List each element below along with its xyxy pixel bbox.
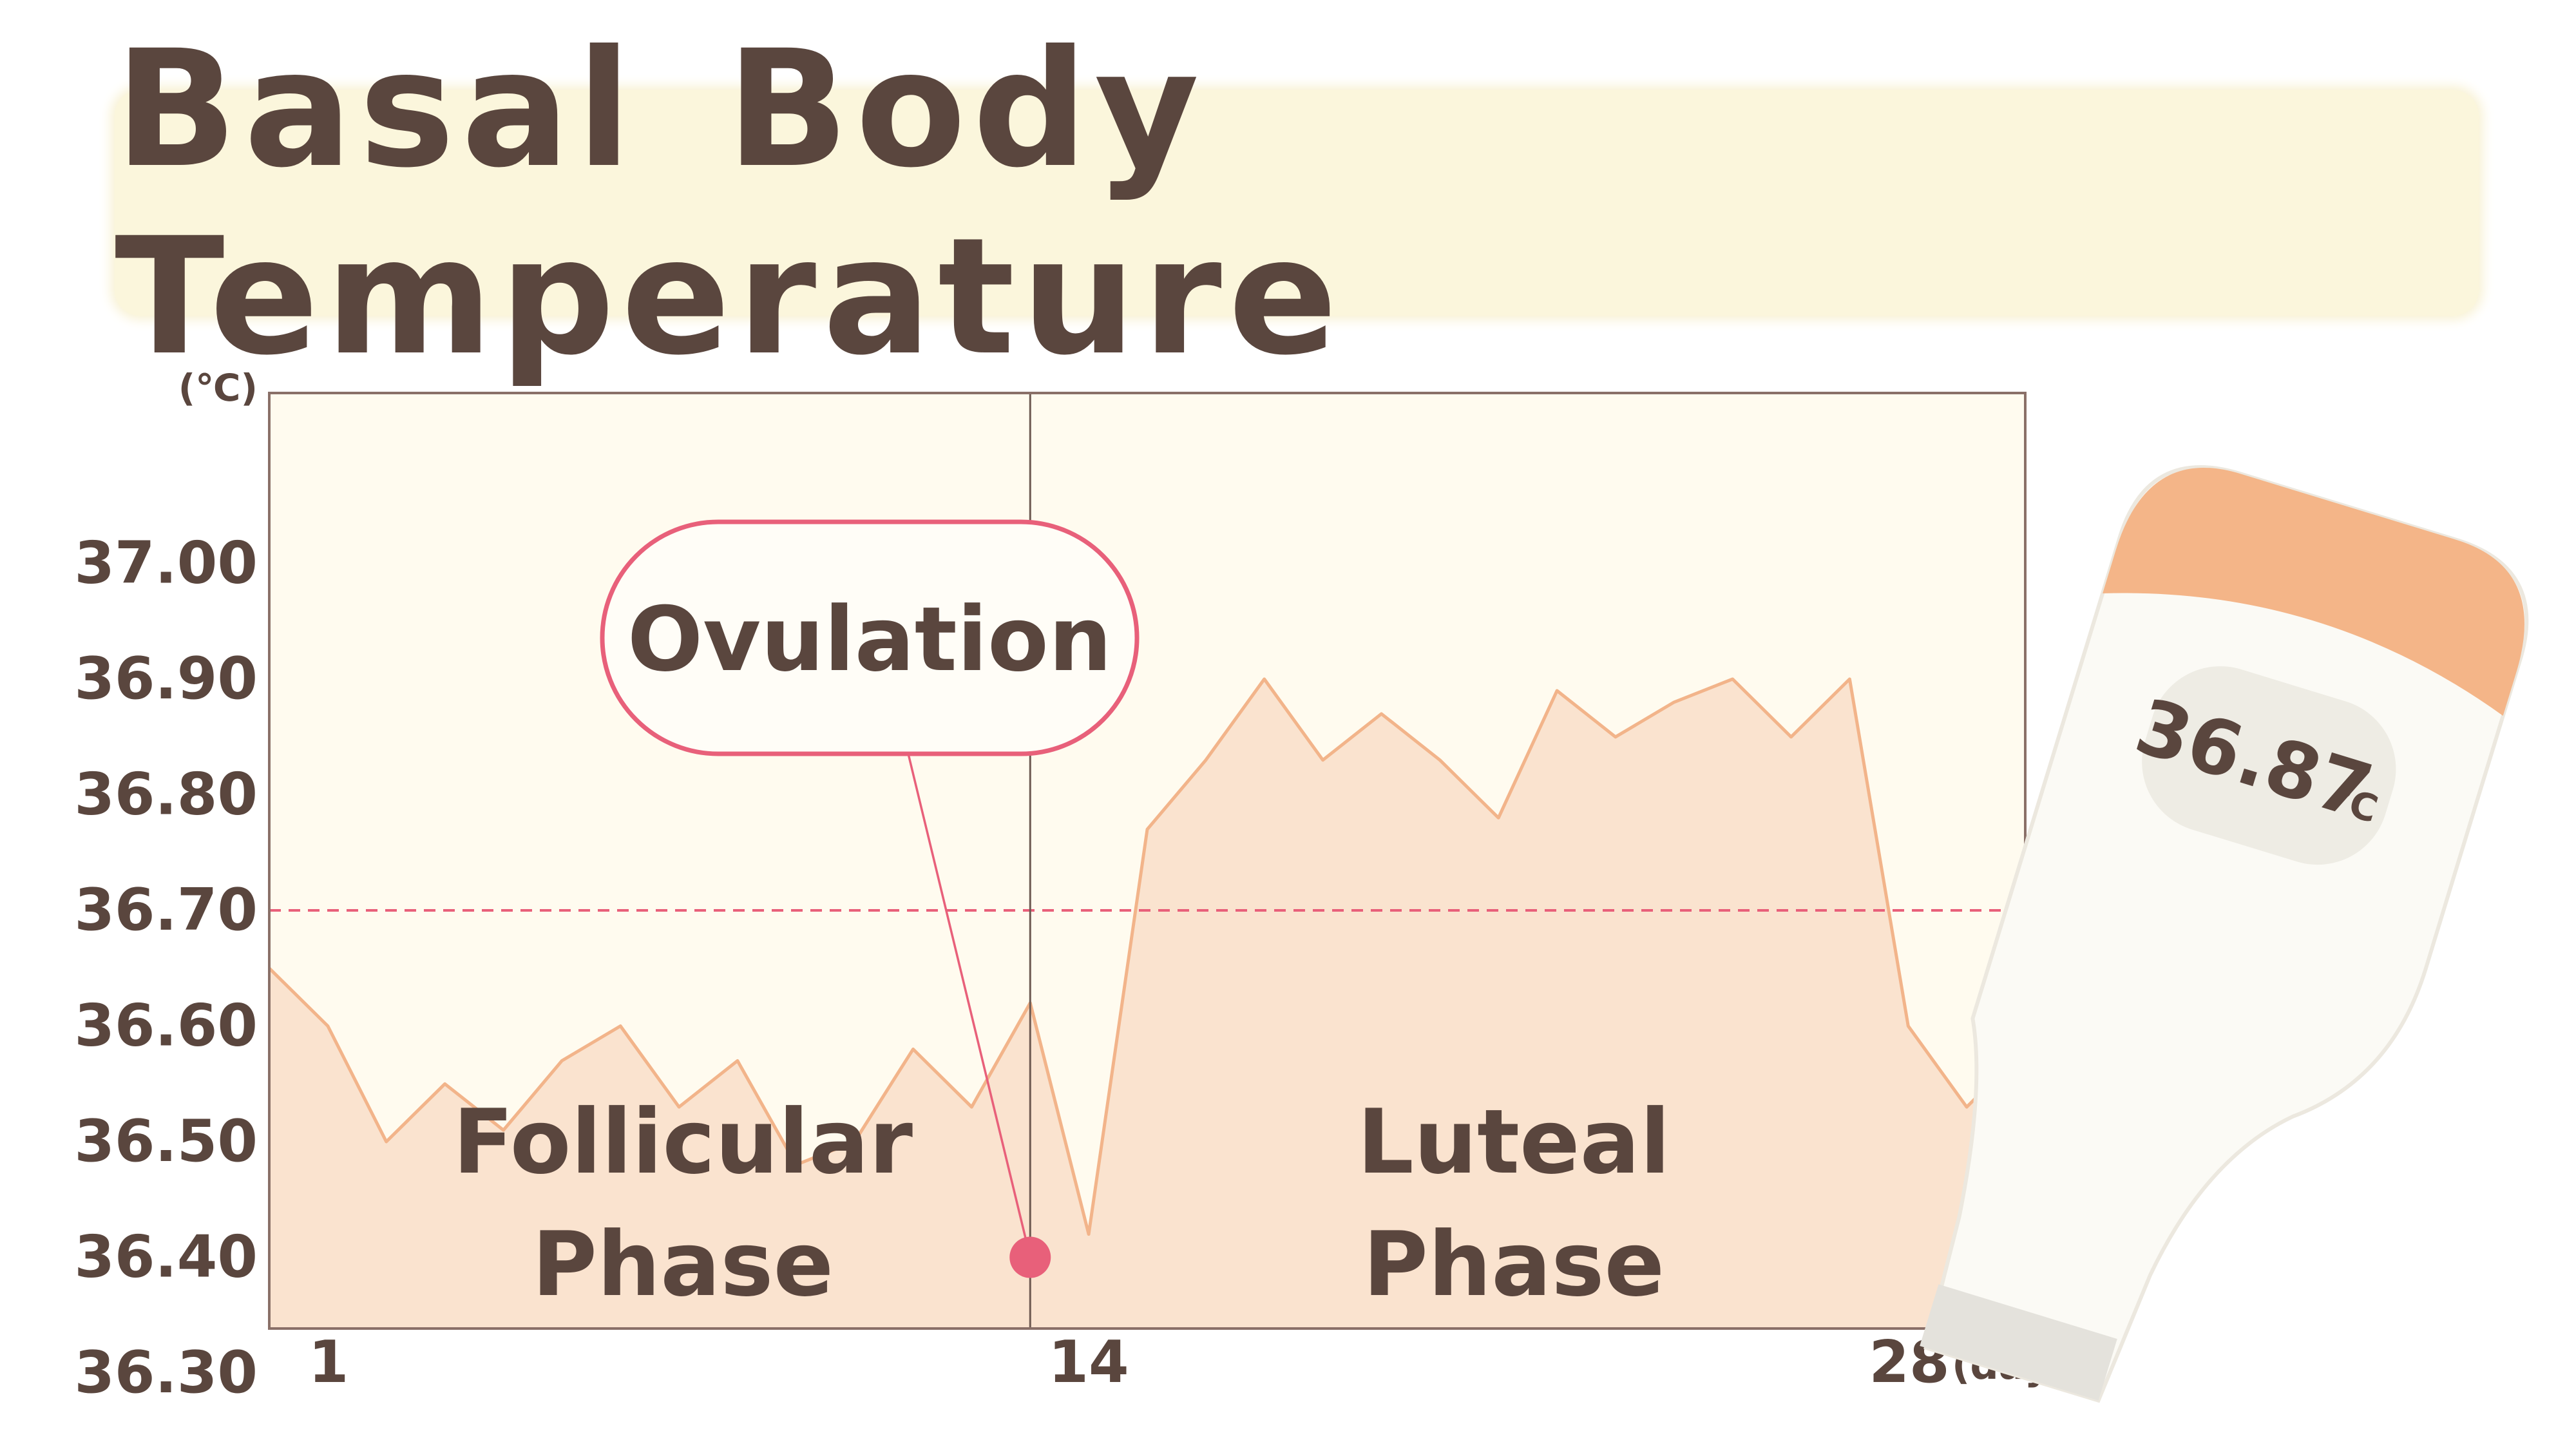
y-tick-label: 36.70 <box>74 876 258 944</box>
y-tick-label: 36.30 <box>74 1339 258 1406</box>
thermometer-display <box>2142 666 2396 865</box>
y-tick-label: 36.60 <box>74 992 258 1060</box>
x-tick-label: 1 <box>309 1329 349 1396</box>
ovulation-callout-bubble <box>600 519 1140 756</box>
luteal-phase-label-line2: Phase <box>1363 1213 1665 1316</box>
series-area <box>269 679 2025 1329</box>
luteal-phase-label: Luteal <box>1357 1090 1670 1194</box>
ovulation-pointer <box>907 753 1031 1258</box>
thermometer-body-group: 36.87℃ <box>1920 465 2529 1403</box>
thermometer-illustration: 36.87℃ <box>1920 465 2529 1403</box>
ovulation-point-marker <box>1009 1236 1051 1278</box>
y-axis-unit: (℃) <box>178 366 258 410</box>
plot-area: 37.00 36.90 36.80 36.70 36.60 36.50 36.40 36.30… <box>74 366 2068 1406</box>
y-tick-label: 36.80 <box>74 761 258 829</box>
thermometer-tip <box>1920 1284 2117 1401</box>
y-tick-label: 36.50 <box>74 1108 258 1175</box>
y-tick-label: 36.40 <box>74 1223 258 1291</box>
series-line <box>268 677 2027 1236</box>
follicular-phase-label: Follicular <box>453 1090 913 1194</box>
y-tick-label: 37.00 <box>74 530 258 597</box>
y-tick-label: 36.90 <box>74 645 258 713</box>
ovulation-label: Ovulation <box>627 588 1112 691</box>
thermometer-cap <box>2103 468 2524 716</box>
x-tick-label: 14 <box>1048 1329 1129 1396</box>
follicular-phase-label-line2: Phase <box>532 1213 834 1316</box>
